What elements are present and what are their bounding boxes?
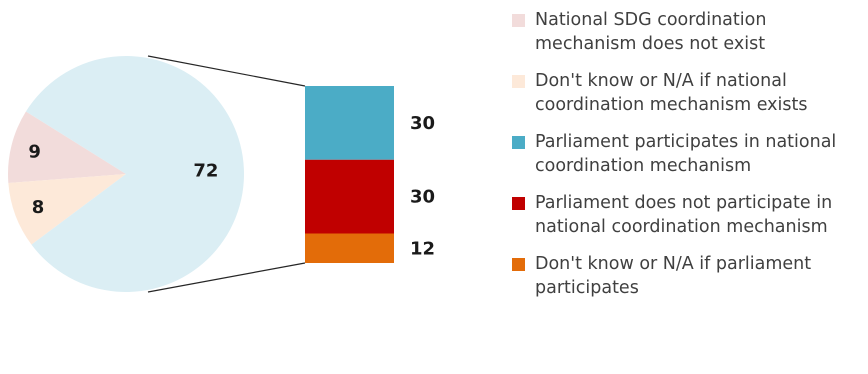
legend-label: Don't know or N/A if national coordinati… [535,71,808,115]
pie-slice-value-label: 72 [193,161,218,182]
bar-segment-value-label: 30 [410,187,435,208]
legend-swatch [512,258,525,271]
legend-swatch [512,197,525,210]
bar-segment-parliament-does-not-participate-in-national-coordination-mechanism [305,160,394,234]
legend-label: Parliament participates in national coor… [535,132,836,176]
legend-item: Don't know or N/A if parliament particip… [512,252,864,300]
legend-item: National SDG coordination mechanism does… [512,8,864,56]
legend-label: Don't know or N/A if parliament particip… [535,254,811,298]
chart-legend: National SDG coordination mechanism does… [512,8,864,313]
pie-slice-value-label: 8 [32,197,45,218]
legend-swatch [512,75,525,88]
legend-item: Don't know or N/A if national coordinati… [512,69,864,117]
bar-segment-parliament-participates-in-national-coordination-mechanism [305,86,394,160]
legend-swatch [512,14,525,27]
bar-segment-value-label: 30 [410,113,435,134]
legend-swatch [512,136,525,149]
legend-label: Parliament does not participate in natio… [535,193,832,237]
bar-of-pie-chart: 9 8 72 30 30 12 [0,0,500,374]
legend-label: National SDG coordination mechanism does… [535,10,766,54]
pie-slice-value-label: 9 [28,142,41,163]
bar-segment-don-t-know-or-n-a-if-parliament-participates [305,234,394,264]
bar-segment-value-label: 12 [410,238,435,259]
legend-item: Parliament does not participate in natio… [512,191,864,239]
legend-item: Parliament participates in national coor… [512,130,864,178]
